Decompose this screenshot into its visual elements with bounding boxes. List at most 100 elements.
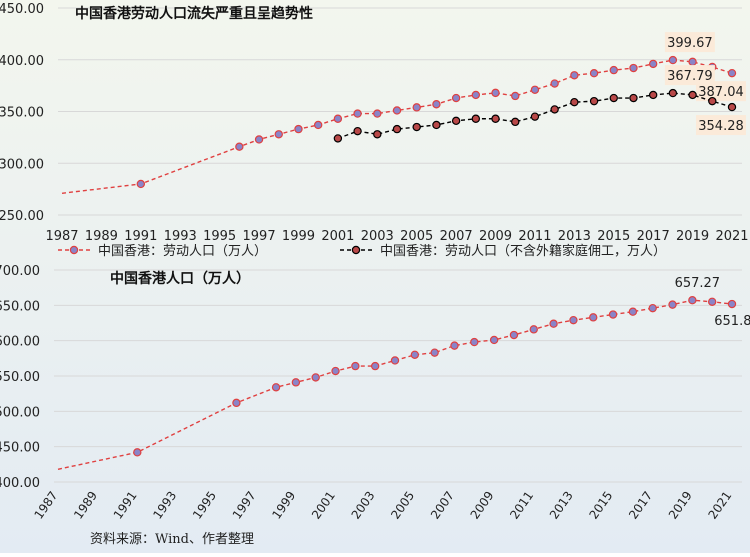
labor-series-2-point <box>708 96 717 106</box>
population-chart-title: 中国香港人口（万人） <box>110 270 250 287</box>
labor-series-2-point <box>570 97 579 107</box>
labor-y-tick-label: 400.00 <box>0 54 44 69</box>
population-series-1-point <box>370 361 380 371</box>
population-series-1-point <box>232 398 241 408</box>
labor-x-tick-label: 1989 <box>85 229 118 244</box>
population-series-1-point <box>569 315 578 325</box>
labor-series-1-point <box>530 85 540 94</box>
labor-series-1-point <box>412 103 421 112</box>
labor-series-1-point <box>471 90 481 100</box>
population-series-1-point <box>549 319 558 328</box>
labor-series-1-point <box>313 120 323 130</box>
labor-series-2-point <box>629 93 638 103</box>
population-data-label: 657.27 <box>675 276 721 291</box>
population-series-1-point <box>707 297 717 306</box>
population-series-1-point <box>668 300 677 309</box>
population-series-1-point <box>470 337 479 347</box>
labor-series-1-point <box>648 59 658 69</box>
population-y-tick-label: 550.00 <box>0 370 40 385</box>
population-series-1-point <box>331 366 340 376</box>
labor-data-label: 367.79 <box>667 69 713 84</box>
labor-series-1-point <box>668 55 678 65</box>
labor-x-tick-label: 2009 <box>479 229 512 244</box>
legend-label: 中国香港：劳动人口（不含外籍家庭佣工，万人） <box>380 243 666 259</box>
labor-data-label-box <box>696 81 746 102</box>
labor-data-label-box <box>664 65 715 86</box>
population-series-1-point <box>489 335 499 345</box>
population-series-1-point <box>608 310 618 319</box>
population-series-1-point <box>410 350 420 359</box>
labor-series-2-point <box>373 130 382 139</box>
labor-series-1-point <box>294 124 303 134</box>
labor-series-1-point <box>254 135 264 144</box>
labor-x-tick-label: 2011 <box>518 229 551 244</box>
labor-x-tick-label: 2017 <box>637 229 670 244</box>
legend-label: 中国香港：劳动人口（万人） <box>98 243 267 259</box>
labor-x-tick-label: 2001 <box>321 229 354 244</box>
labor-y-tick-label: 250.00 <box>0 209 44 224</box>
labor-x-tick-label: 2019 <box>676 229 709 244</box>
labor-series-1-point <box>727 68 737 78</box>
labor-series-2-point <box>727 102 737 112</box>
labor-series-2-point <box>530 112 540 121</box>
population-series-1-point <box>271 383 281 392</box>
labor-series-2-point <box>609 93 618 103</box>
population-y-tick-label: 700.00 <box>0 264 40 279</box>
legend-swatch-marker <box>351 245 361 255</box>
labor-x-tick-label: 2007 <box>440 229 473 244</box>
population-y-tick-label: 400.00 <box>0 476 40 491</box>
population-series-1-point <box>430 348 439 357</box>
labor-data-label: 354.28 <box>698 119 744 134</box>
population-y-tick-label: 600.00 <box>0 335 40 350</box>
labor-series-1-point <box>451 93 461 103</box>
labor-x-tick-label: 2015 <box>597 229 630 244</box>
labor-series-2-point <box>550 105 559 114</box>
labor-series-2-point <box>471 114 481 123</box>
population-series-1-point <box>351 361 360 371</box>
population-y-tick-label: 650.00 <box>0 299 40 314</box>
labor-series-1-point <box>570 71 579 80</box>
labor-x-tick-label: 1987 <box>45 229 78 244</box>
population-series-1-point <box>589 313 598 322</box>
labor-series-2-point <box>412 122 421 132</box>
population-series-1-point <box>450 341 459 350</box>
population-data-label: 651.86 <box>714 314 750 329</box>
labor-series-1-point <box>609 65 618 75</box>
labor-series-2-point <box>353 126 362 136</box>
population-series-1-point <box>291 378 301 387</box>
labor-y-tick-label: 350.00 <box>0 106 44 121</box>
labor-series-2-point <box>668 88 678 98</box>
labor-x-tick-label: 2005 <box>400 229 433 244</box>
labor-series-1-point <box>550 79 559 88</box>
population-series-1-point <box>311 373 320 382</box>
labor-series-1-point <box>392 106 402 115</box>
labor-series-1-point <box>373 109 382 118</box>
labor-series-1-point <box>353 109 362 118</box>
labor-data-label: 399.67 <box>667 36 713 51</box>
labor-series-1-point <box>491 88 500 98</box>
population-series-1-point <box>529 325 538 334</box>
labor-x-tick-label: 1993 <box>164 229 197 244</box>
labor-series-2-point <box>333 134 343 143</box>
population-series-1-point <box>509 330 519 340</box>
labor-series-2-point <box>589 96 599 106</box>
population-series-1-point <box>628 307 638 316</box>
population-y-tick-label: 450.00 <box>0 441 40 456</box>
labor-series-1-point <box>629 63 638 73</box>
labor-data-label: 387.04 <box>698 85 744 100</box>
labor-data-label-box <box>664 32 715 53</box>
labor-series-2-point <box>451 116 461 126</box>
population-series-1-point <box>133 448 142 457</box>
labor-series-1-point <box>511 91 520 101</box>
labor-chart-title: 中国香港劳动人口流失严重且呈趋势性 <box>75 5 313 22</box>
population-y-tick-label: 500.00 <box>0 405 40 420</box>
population-series-1-point <box>390 356 400 365</box>
labor-x-tick-label: 1991 <box>124 229 157 244</box>
labor-x-tick-label: 1995 <box>203 229 236 244</box>
labor-series-2-point <box>648 90 658 100</box>
population-series-1-point <box>648 303 657 313</box>
labor-x-tick-label: 2003 <box>361 229 394 244</box>
